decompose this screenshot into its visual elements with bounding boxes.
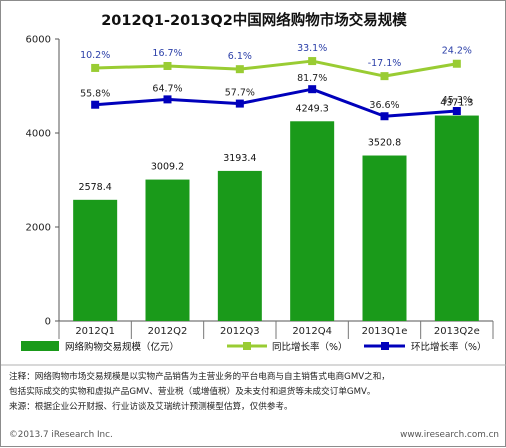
bar [217,170,262,321]
qoq-growth-point [235,99,244,108]
legend-label-bar: 网络购物交易规模（亿元） [65,341,179,353]
axes: 0 2000 4000 6000 2012Q1 2012Q2 2012Q3 2012Q4 201… [26,35,494,339]
data-labels: 2578.4 3009.2 3193.4 4249.3 3520.8 4371.3 10.2… [79,43,474,193]
qoq-growth-value-label: 36.6% [369,100,399,111]
bar-value-label: 4249.3 [296,103,329,114]
qoq-growth-point [91,100,100,109]
bar [362,155,407,321]
qoq-growth-point [380,112,389,121]
yoy-growth-value-label: 16.7% [152,48,182,59]
qoq-growth-value-label: 45.3% [442,95,472,106]
bar-value-label: 2578.4 [79,182,112,193]
yoy-growth-point [91,63,100,72]
website-text: www.iresearch.com.cn [400,430,499,440]
legend-swatch-yoy-marker [243,342,251,350]
legend-swatch-bar [21,341,59,351]
bar-value-label: 3520.8 [368,138,401,149]
yoy-growth-line [95,59,458,78]
bar-series [73,115,479,322]
yoy-growth-point [380,72,389,81]
bar [290,121,335,321]
y-tick-label: 2000 [26,223,51,234]
legend-label-yoy: 同比增长率（%） [272,341,348,353]
qoq-growth-point [308,85,317,94]
yoy-growth-point [308,57,317,66]
line-series [91,57,461,121]
x-tick-label: 2012Q4 [292,326,332,337]
x-tick-label: 2012Q2 [148,326,188,337]
chart-title: 2012Q1-2013Q2中国网络购物市场交易规模 [101,11,407,29]
bar-value-label: 3009.2 [151,162,184,173]
y-tick-label: 0 [45,317,51,328]
qoq-growth-value-label: 81.7% [297,73,327,84]
qoq-growth-line [95,87,457,118]
note-line-1: 注释：网络购物市场交易规模是以实物产品销售为主营业务的平台电商与自主销售式电商G… [9,370,390,382]
yoy-growth-point [452,59,461,68]
x-tick-label: 2012Q3 [220,326,260,337]
x-tick-label: 2013Q2e [434,326,480,337]
source-line: 来源：根据企业公开财报、行业访谈及艾瑞统计预测模型估算，仅供参考。 [9,400,293,412]
qoq-growth-value-label: 57.7% [225,88,255,99]
yoy-growth-value-label: 24.2% [442,46,472,57]
legend: 网络购物交易规模（亿元） 同比增长率（%） 环比增长率（%） [21,341,487,353]
x-tick-label: 2013Q1e [362,326,408,337]
legend-label-qoq: 环比增长率（%） [411,341,487,353]
yoy-growth-value-label: 33.1% [297,43,327,54]
yoy-growth-value-label: -17.1% [368,58,402,69]
y-tick-label: 6000 [26,35,51,46]
yoy-growth-value-label: 10.2% [80,50,110,61]
qoq-growth-point [452,107,461,116]
bar [145,179,190,321]
yoy-growth-point [235,65,244,74]
bar [73,199,118,321]
qoq-growth-point [163,95,172,104]
y-tick-label: 4000 [26,129,51,140]
yoy-growth-value-label: 6.1% [228,51,252,62]
copyright-text: ©2013.7 iResearch Inc. [9,430,113,440]
bar [434,115,479,322]
bar-value-label: 4371.3 [440,98,473,109]
x-tick-label: 2012Q1 [75,326,115,337]
qoq-growth-value-label: 64.7% [152,83,182,94]
qoq-growth-value-label: 55.8% [80,89,110,100]
legend-swatch-qoq-marker [381,342,389,350]
note-line-2: 包括实际成交的实物和虚拟产品GMV、营业税（或增值税）及未支付和退货等未成交订单… [9,385,375,397]
yoy-growth-point [163,61,172,70]
bar-value-label: 3193.4 [223,153,256,164]
